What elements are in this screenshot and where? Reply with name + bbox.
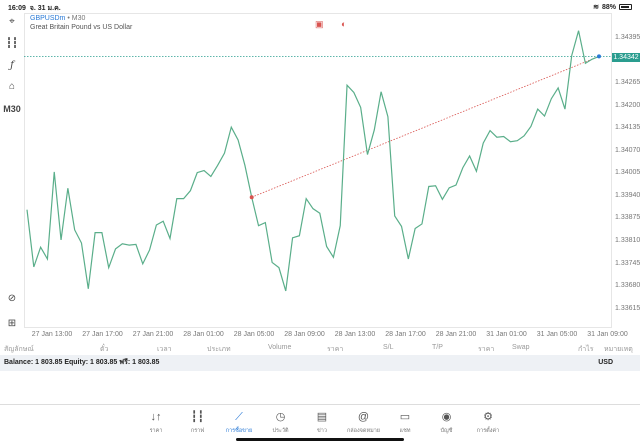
tab-icon: ◷ <box>275 411 286 423</box>
status-bar: 16:09 จ. 31 ม.ค. ≋ 88% <box>0 0 640 12</box>
tab-icon: ▤ <box>316 411 328 423</box>
x-tick-label: 27 Jan 21:00 <box>132 331 174 338</box>
tab-label: บัญชี <box>440 428 453 434</box>
tab-icon: ⟋ <box>235 411 243 423</box>
tab-2[interactable]: ⟋ การซื้อขาย <box>219 410 259 435</box>
crosshair-icon[interactable]: ⌖ <box>9 16 15 27</box>
tab-icon: ┇┇ <box>190 411 205 423</box>
current-price-tag: 1.34342 <box>612 53 640 62</box>
x-tick-label: 28 Jan 17:00 <box>385 331 426 338</box>
table-header: ราคา <box>327 346 344 353</box>
x-tick-label: 28 Jan 09:00 <box>284 331 325 338</box>
chart-description: Great Britain Pound vs US Dollar <box>30 24 133 31</box>
tab-7[interactable]: ◉ บัญชี <box>427 410 467 435</box>
x-tick-label: 27 Jan 13:00 <box>31 331 73 338</box>
tab-label: ประวัติ <box>272 428 289 434</box>
chart-area[interactable] <box>24 13 612 328</box>
balance-text: Balance: 1 803.85 Equity: 1 803.85 ฟรี: … <box>4 359 160 366</box>
price-line <box>26 30 600 292</box>
y-tick-label: 1.33940 <box>615 191 640 199</box>
y-tick-label: 1.33810 <box>615 236 640 244</box>
table-header: ประเภท <box>207 346 231 353</box>
table-header: กำไร <box>578 346 594 353</box>
tab-label: การตั้งค่า <box>476 428 500 434</box>
table-header: Volume <box>268 344 292 351</box>
tab-icon: @ <box>357 411 370 423</box>
table-header: ตั๋ว <box>100 346 109 353</box>
x-tick-label: 28 Jan 05:00 <box>233 331 275 338</box>
timeframe-button[interactable]: M30 <box>3 104 21 114</box>
tab-label: กล่องจดหมาย <box>346 428 381 434</box>
y-tick-label: 1.33875 <box>615 214 640 222</box>
y-tick-label: 1.34265 <box>615 79 640 87</box>
tab-8[interactable]: ⚙ การตั้งค่า <box>468 410 508 435</box>
battery-percent: 88% <box>601 3 616 11</box>
y-tick-label: 1.33615 <box>615 304 640 312</box>
x-tick-label: 27 Jan 17:00 <box>82 331 123 338</box>
tab-label: กราฟ <box>190 428 205 434</box>
y-tick-label: 1.34070 <box>615 146 640 154</box>
tab-label: การซื้อขาย <box>225 428 253 434</box>
tab-6[interactable]: ▭ แชท <box>385 410 425 435</box>
tab-4[interactable]: ▤ ข่าว <box>302 410 342 435</box>
y-tick-label: 1.34395 <box>615 34 640 41</box>
x-tick-label: 28 Jan 21:00 <box>435 331 477 338</box>
candlestick-icon[interactable]: ┇┇ <box>5 38 19 49</box>
tab-label: ราคา <box>149 428 163 434</box>
current-price-marker <box>597 54 601 59</box>
tab-1[interactable]: ┇┇ กราฟ <box>178 410 218 435</box>
y-tick-label: 1.34005 <box>615 169 640 177</box>
tab-icon: ▭ <box>399 411 411 423</box>
one-click-trading-icon[interactable]: ▣ <box>315 19 324 29</box>
add-box-icon[interactable]: ⊞ <box>7 318 17 329</box>
table-header: Swap <box>512 344 530 351</box>
y-tick-label: 1.34200 <box>615 101 640 109</box>
x-tick-label: 28 Jan 13:00 <box>334 331 376 338</box>
market-clock-icon[interactable]: ◐ <box>341 19 347 29</box>
x-tick-label: 31 Jan 09:00 <box>587 331 628 338</box>
table-header: หมายเหตุ <box>604 346 633 353</box>
battery-icon <box>619 4 632 10</box>
tab-icon: ↓↑ <box>150 411 162 423</box>
table-header: สัญลักษณ์ <box>4 346 34 353</box>
left-toolbar: ⌖ ┇┇ ƒ ⌂ M30 ⊘ ⊞ <box>0 13 24 335</box>
balance-currency: USD <box>598 359 613 366</box>
tab-0[interactable]: ↓↑ ราคา <box>136 410 176 435</box>
chart-symbol: GBPUSDm • M30 <box>30 15 86 22</box>
table-header: T/P <box>432 344 443 351</box>
table-header: เวลา <box>157 346 172 353</box>
shapes-icon[interactable]: ⌂ <box>8 81 16 92</box>
trade-entry-marker <box>249 195 254 200</box>
tab-3[interactable]: ◷ ประวัติ <box>261 410 301 435</box>
y-tick-label: 1.34135 <box>615 124 640 132</box>
status-time: 16:09 จ. 31 ม.ค. <box>8 5 61 12</box>
y-tick-label: 1.33680 <box>615 282 640 290</box>
function-icon[interactable]: ƒ <box>10 60 14 71</box>
tab-5[interactable]: @ กล่องจดหมาย <box>344 410 384 435</box>
x-tick-label: 31 Jan 05:00 <box>536 331 578 338</box>
bottom-tab-bar: ↓↑ ราคา ┇┇ กราฟ ⟋ การซื้อขาย ◷ ประวัติ ▤ ข่าว @ กล่… <box>0 404 640 447</box>
tab-icon: ◉ <box>441 411 452 423</box>
price-chart <box>24 30 612 292</box>
table-header: S/L <box>383 344 394 351</box>
table-header: ราคา <box>478 346 495 353</box>
tab-label: ข่าว <box>317 428 327 434</box>
tab-label: แชท <box>399 428 411 434</box>
zoom-fit-icon[interactable]: ⊘ <box>7 293 17 304</box>
home-indicator <box>236 438 404 441</box>
x-tick-label: 28 Jan 01:00 <box>183 331 224 338</box>
balance-bar: Balance: 1 803.85 Equity: 1 803.85 ฟรี: … <box>0 355 640 371</box>
tab-icon: ⚙ <box>483 411 493 423</box>
trade-line <box>251 56 600 198</box>
x-tick-label: 31 Jan 01:00 <box>486 331 527 338</box>
y-tick-label: 1.33745 <box>615 259 640 267</box>
wifi-icon: ≋ <box>593 4 599 11</box>
